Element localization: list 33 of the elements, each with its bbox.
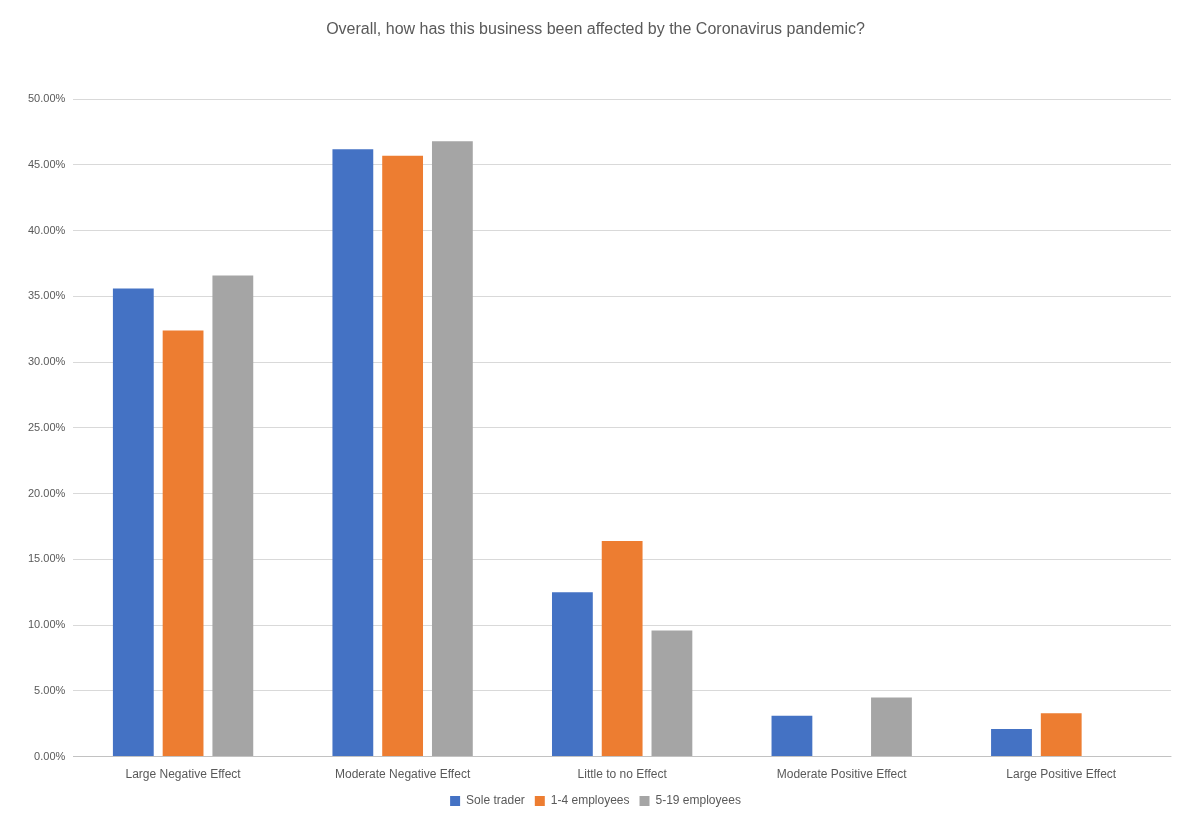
bar <box>601 540 643 757</box>
legend-label: 5-19 employees <box>655 793 741 808</box>
bar <box>112 288 154 757</box>
x-tick-label: Moderate Positive Effect <box>776 767 908 782</box>
legend-label: Sole trader <box>466 793 525 808</box>
y-tick-label: 0.00% <box>34 749 66 762</box>
bar <box>991 728 1032 757</box>
y-tick-label: 10.00% <box>28 618 66 631</box>
chart-title: Overall, how has this business been affected by the Coronavirus pandemic? <box>326 20 865 38</box>
x-tick-label: Little to no Effect <box>577 767 668 782</box>
y-tick-label: 35.00% <box>28 289 66 302</box>
bar <box>431 141 473 757</box>
y-tick-label: 50.00% <box>28 92 66 105</box>
bar <box>212 275 254 757</box>
bar <box>332 149 374 757</box>
y-tick-label: 25.00% <box>28 420 66 433</box>
y-tick-label: 5.00% <box>34 683 66 696</box>
x-tick-label: Large Positive Effect <box>1006 767 1117 782</box>
x-tick-label: Large Negative Effect <box>125 767 242 782</box>
legend-label: 1-4 employees <box>550 793 630 808</box>
y-tick-label: 40.00% <box>28 223 66 236</box>
bar <box>551 592 593 757</box>
y-tick-label: 45.00% <box>28 157 66 170</box>
y-tick-label: 30.00% <box>28 355 66 368</box>
y-tick-label: 20.00% <box>28 486 66 499</box>
bar <box>1040 713 1082 757</box>
x-tick-label: Moderate Negative Effect <box>335 767 471 782</box>
bar <box>162 330 204 757</box>
bar <box>771 715 813 757</box>
bar <box>651 630 693 757</box>
bar <box>871 697 912 757</box>
y-tick-label: 15.00% <box>28 552 66 565</box>
bar <box>382 155 424 757</box>
